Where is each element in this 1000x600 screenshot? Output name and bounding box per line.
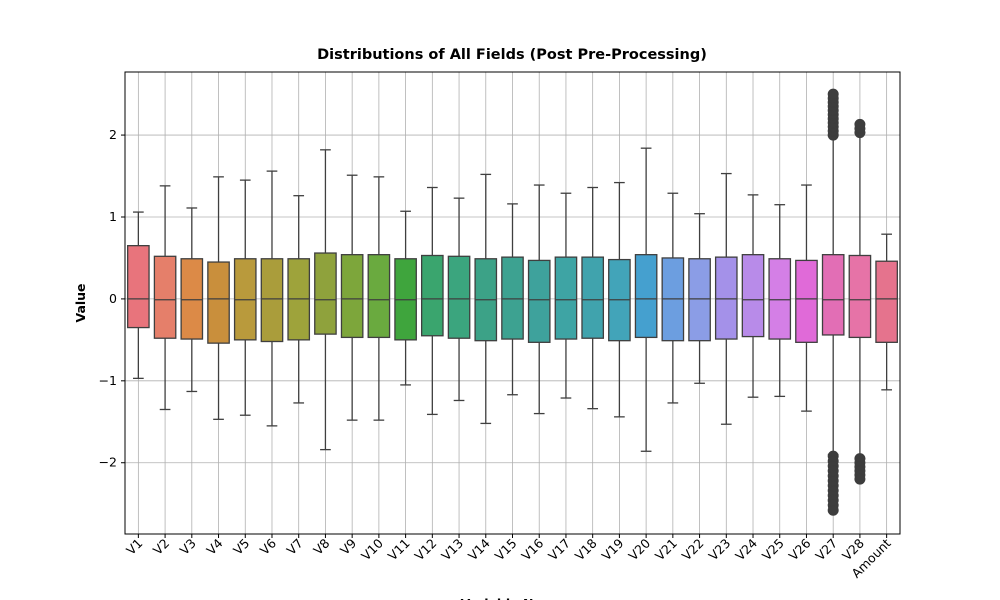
box [554, 256, 578, 340]
x-tick-label: V11 [385, 536, 413, 564]
x-tick-label: V20 [625, 535, 653, 563]
box [821, 254, 845, 336]
x-tick-label: V16 [518, 535, 546, 563]
box [340, 254, 364, 339]
x-tick-label: V10 [358, 535, 386, 563]
x-tick-label: V12 [412, 536, 440, 564]
x-tick-label: V19 [599, 535, 627, 563]
box [688, 258, 711, 342]
x-tick-label: V23 [706, 536, 734, 564]
x-tick-label: V8 [310, 535, 332, 557]
box [527, 259, 551, 343]
x-tick-label: V2 [150, 536, 172, 558]
x-tick-label: V5 [230, 536, 252, 558]
outlier [854, 118, 866, 130]
box [875, 260, 898, 343]
box [314, 252, 337, 335]
x-tick-label: V3 [177, 536, 199, 558]
box [153, 255, 177, 339]
y-tick-label: −2 [99, 455, 117, 470]
x-tick-label: V4 [203, 535, 225, 557]
x-tick-label: V25 [759, 536, 787, 564]
box [634, 254, 658, 339]
x-tick-label: V26 [786, 535, 814, 563]
x-tick-label: V27 [812, 536, 840, 564]
outlier [827, 88, 839, 100]
box [367, 254, 391, 339]
x-tick-label: V6 [257, 535, 279, 557]
box [260, 258, 284, 343]
box [848, 254, 872, 339]
x-tick-label: V15 [492, 536, 520, 564]
box [207, 261, 230, 344]
box [180, 258, 204, 340]
box [501, 256, 524, 340]
plot-frame [124, 71, 901, 535]
y-tick-label: 1 [109, 209, 117, 224]
chart-title: Distributions of All Fields (Post Pre-Pr… [317, 47, 707, 63]
x-tick-label: V1 [123, 536, 145, 558]
x-tick-label: V7 [284, 536, 306, 558]
box [581, 256, 605, 339]
box [741, 254, 765, 338]
x-tick-label: V9 [337, 535, 359, 557]
box [447, 255, 471, 339]
box [768, 258, 792, 340]
x-tick-label: V21 [652, 536, 680, 564]
box [795, 259, 818, 343]
y-tick-label: 0 [109, 291, 117, 306]
x-tick-label: V24 [732, 535, 760, 563]
x-tick-label: V18 [572, 535, 600, 563]
x-tick-label: V17 [545, 536, 573, 564]
y-tick-label: −1 [99, 373, 117, 388]
x-axis-label: Variable Name [461, 596, 564, 600]
box [714, 256, 738, 340]
outlier [827, 504, 839, 516]
box [420, 254, 444, 337]
x-tick-label: V13 [438, 536, 466, 564]
y-tick-label: 2 [109, 127, 117, 142]
x-tick-label: V22 [679, 536, 707, 564]
x-tick-label: V14 [465, 535, 493, 563]
outlier [854, 473, 866, 485]
y-axis-label: Value [73, 283, 88, 322]
box [127, 245, 150, 329]
